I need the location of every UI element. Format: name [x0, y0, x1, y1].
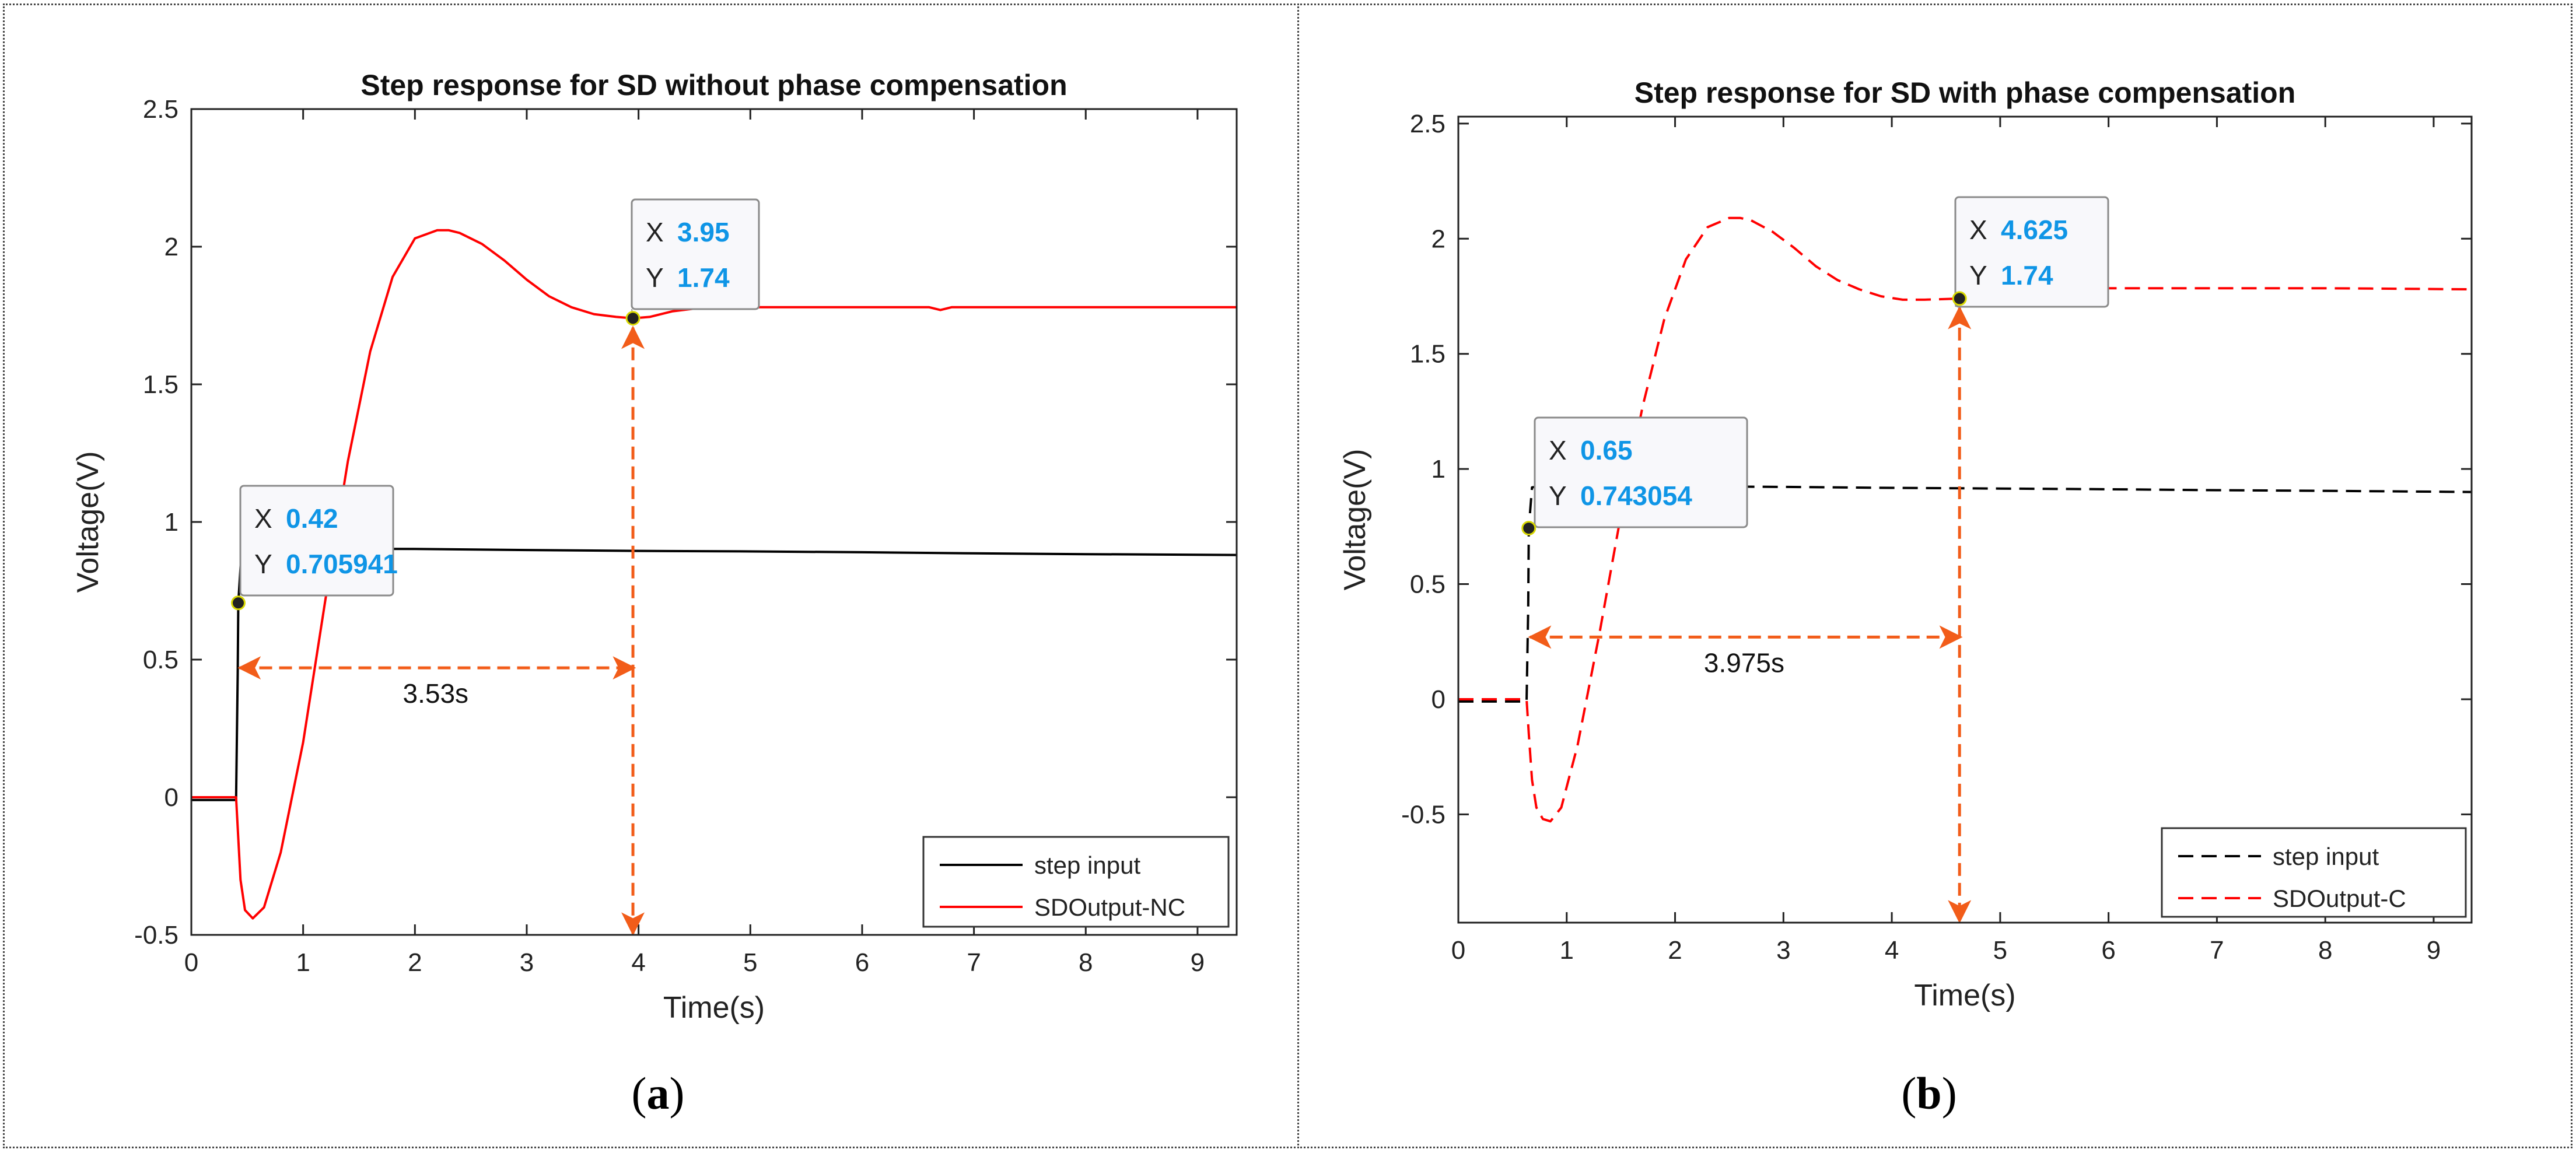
chart1-datatip-box: [1534, 416, 1748, 528]
chart1-legend-box: [2161, 827, 2467, 918]
chart1-xtick-label: 2: [1668, 936, 1682, 965]
chart1-xtick-label: 8: [2318, 936, 2332, 965]
chart0-title: Step response for SD without phase compe…: [360, 69, 1067, 101]
chart0-datatip-x-label: X: [254, 503, 272, 534]
chart1-datatip-marker: [1521, 521, 1536, 536]
chart0-legend-box: [922, 836, 1230, 928]
chart1-xtick-label: 5: [1993, 936, 2007, 965]
sublabel-b-letter: b: [1916, 1068, 1942, 1119]
chart1-legend-label: SDOutput-C: [2273, 885, 2406, 912]
chart1-series-output-line: [1458, 216, 2472, 823]
chart0-xtick-label: 9: [1191, 948, 1205, 977]
chart1-ytick-label: 0: [1432, 685, 1446, 714]
sublabel-a-letter: a: [646, 1068, 670, 1119]
chart1-xtick-label: 7: [2210, 936, 2224, 965]
chart0-series-output-line: [191, 229, 1237, 920]
chart1-xtick-label: 6: [2101, 936, 2115, 965]
chart0-ytick-label: 0.5: [143, 646, 178, 674]
chart0-xlabel: Time(s): [663, 991, 765, 1025]
sublabel-b: (b): [1901, 1068, 1957, 1119]
chart1-axes-border: [1457, 115, 2473, 924]
panel-frame-b: [1297, 3, 2572, 1148]
chart1-datatip-y-value: 0.743054: [1580, 481, 1692, 511]
chart0-axes-border: [190, 108, 1238, 936]
chart0-datatip-box: [239, 485, 394, 597]
chart0-datatip-y-label: Y: [646, 262, 664, 293]
chart0-ytick-label: 0: [164, 783, 178, 812]
chart1-xtick-label: 4: [1885, 936, 1899, 965]
chart1-datatip-x-value: 4.625: [2001, 215, 2068, 245]
chart0-datatip-y-value: 1.74: [677, 262, 730, 293]
chart1-ytick-label: 2.5: [1410, 110, 1446, 138]
chart-a: Step response for SD without phase compe…: [71, 69, 1238, 1025]
chart0-xtick-label: 5: [743, 948, 757, 977]
chart1-ylabel: Voltage(V): [1338, 449, 1372, 591]
chart0-datatip-marker: [230, 595, 246, 611]
chart1-xtick-label: 1: [1560, 936, 1574, 965]
chart0-xtick-label: 7: [967, 948, 981, 977]
chart1-datatip-x-value: 0.65: [1580, 435, 1633, 465]
chart1-datatip-marker: [1952, 291, 1967, 306]
chart1-ytick-label: -0.5: [1401, 800, 1446, 829]
chart1-datatip-y-label: Y: [1549, 481, 1567, 511]
chart0-datatip-y-value: 0.705941: [286, 549, 398, 579]
chart1-ytick-label: 1: [1432, 455, 1446, 483]
chart0-ytick-label: 1.5: [143, 370, 178, 399]
chart0-legend-label: SDOutput-NC: [1034, 893, 1185, 921]
chart0-xtick-label: 0: [184, 948, 198, 977]
chart0-xtick-label: 8: [1079, 948, 1093, 977]
chart1-duration-label: 3.975s: [1704, 647, 1784, 678]
chart1-ytick-label: 0.5: [1410, 570, 1446, 599]
chart0-datatip-x-value: 3.95: [677, 217, 730, 247]
chart0-ytick-label: 2.5: [143, 95, 178, 124]
chart0-datatip-marker: [625, 311, 640, 326]
chart0-duration-label: 3.53s: [403, 678, 469, 709]
chart0-xtick-label: 2: [408, 948, 422, 977]
chart0-legend-label: step input: [1034, 851, 1140, 879]
chart1-datatip-box: [1954, 196, 2109, 308]
chart0-datatip-box: [631, 198, 760, 310]
chart0-series-step-input-line: [191, 547, 1237, 801]
chart1-xtick-label: 3: [1776, 936, 1790, 965]
chart-b: Step response for SD with phase compensa…: [1338, 76, 2473, 1012]
chart0-ylabel: Voltage(V): [71, 451, 105, 593]
chart1-legend-label: step input: [2273, 843, 2379, 870]
chart0-ytick-label: 2: [164, 233, 178, 261]
chart1-xtick-label: 9: [2427, 936, 2441, 965]
chart1-ytick-label: 2: [1432, 225, 1446, 253]
chart1-datatip-y-value: 1.74: [2001, 260, 2053, 290]
chart1-xtick-label: 0: [1451, 936, 1465, 965]
chart0-ytick-label: -0.5: [134, 921, 178, 949]
sublabel-a: (a): [631, 1068, 685, 1119]
chart0-datatip-x-value: 0.42: [286, 503, 338, 534]
chart1-title: Step response for SD with phase compensa…: [1634, 76, 2296, 109]
chart1-datatip-x-label: X: [1969, 215, 1987, 245]
chart1-xlabel: Time(s): [1914, 979, 2015, 1012]
chart0-xtick-label: 3: [520, 948, 534, 977]
chart1-datatip-y-label: Y: [1969, 260, 1987, 290]
chart0-ytick-label: 1: [164, 508, 178, 537]
chart0-datatip-y-label: Y: [254, 549, 272, 579]
chart1-ytick-label: 1.5: [1410, 340, 1446, 369]
chart0-xtick-label: 1: [296, 948, 310, 977]
chart0-xtick-label: 4: [631, 948, 645, 977]
chart0-xtick-label: 6: [855, 948, 869, 977]
chart0-datatip-x-label: X: [646, 217, 664, 247]
chart1-datatip-x-label: X: [1549, 435, 1567, 465]
